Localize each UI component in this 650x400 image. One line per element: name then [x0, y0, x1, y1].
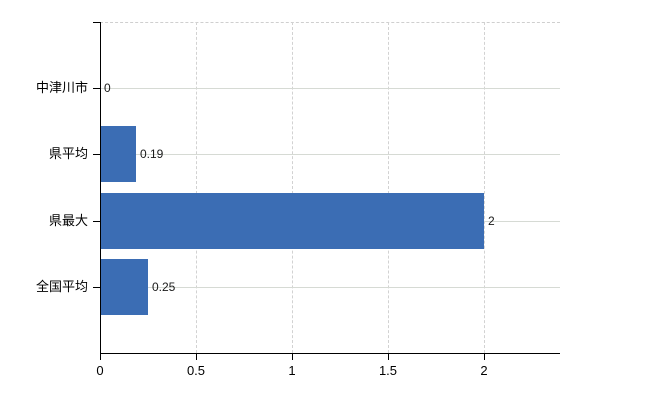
- value-label: 0.25: [152, 280, 176, 294]
- vertical-gridline: [484, 22, 485, 353]
- y-axis-top-tick: [93, 22, 100, 23]
- category-label: 県平均: [48, 146, 88, 161]
- x-axis-tick: [292, 353, 293, 360]
- horizontal-gridline: [100, 287, 560, 288]
- category-label: 全国平均: [35, 279, 88, 294]
- x-tick-label: 1.5: [378, 363, 398, 378]
- value-label: 0.19: [140, 147, 164, 161]
- value-label: 0: [104, 81, 111, 95]
- bar: [100, 193, 484, 249]
- x-tick-label: 0.5: [186, 363, 206, 378]
- y-axis-tick: [93, 221, 100, 222]
- y-axis-tick: [93, 287, 100, 288]
- category-label: 中津川市: [35, 80, 88, 95]
- x-tick-label: 0: [96, 363, 104, 378]
- bar: [100, 126, 136, 182]
- x-axis-tick: [100, 353, 101, 360]
- x-tick-label: 1: [288, 363, 296, 378]
- y-axis-tick: [93, 88, 100, 89]
- x-axis-tick: [484, 353, 485, 360]
- value-label: 2: [488, 214, 495, 228]
- vertical-gridline: [292, 22, 293, 353]
- x-axis-tick: [388, 353, 389, 360]
- y-axis-tick: [93, 154, 100, 155]
- x-axis-tick: [196, 353, 197, 360]
- x-axis-line: [100, 353, 560, 354]
- horizontal-gridline: [100, 154, 560, 155]
- y-axis-line: [100, 22, 101, 353]
- vertical-gridline: [196, 22, 197, 353]
- x-tick-label: 2: [480, 363, 488, 378]
- plot-top-border: [100, 22, 560, 23]
- horizontal-gridline: [100, 88, 560, 89]
- category-label: 県最大: [48, 213, 88, 228]
- vertical-gridline: [388, 22, 389, 353]
- bar: [100, 259, 148, 315]
